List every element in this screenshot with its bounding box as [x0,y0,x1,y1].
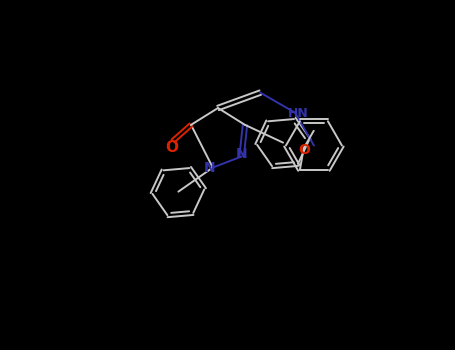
Text: HN: HN [288,107,308,120]
Text: O: O [298,143,310,157]
Text: N: N [236,147,248,161]
Text: O: O [166,140,178,155]
Text: N: N [204,161,216,175]
